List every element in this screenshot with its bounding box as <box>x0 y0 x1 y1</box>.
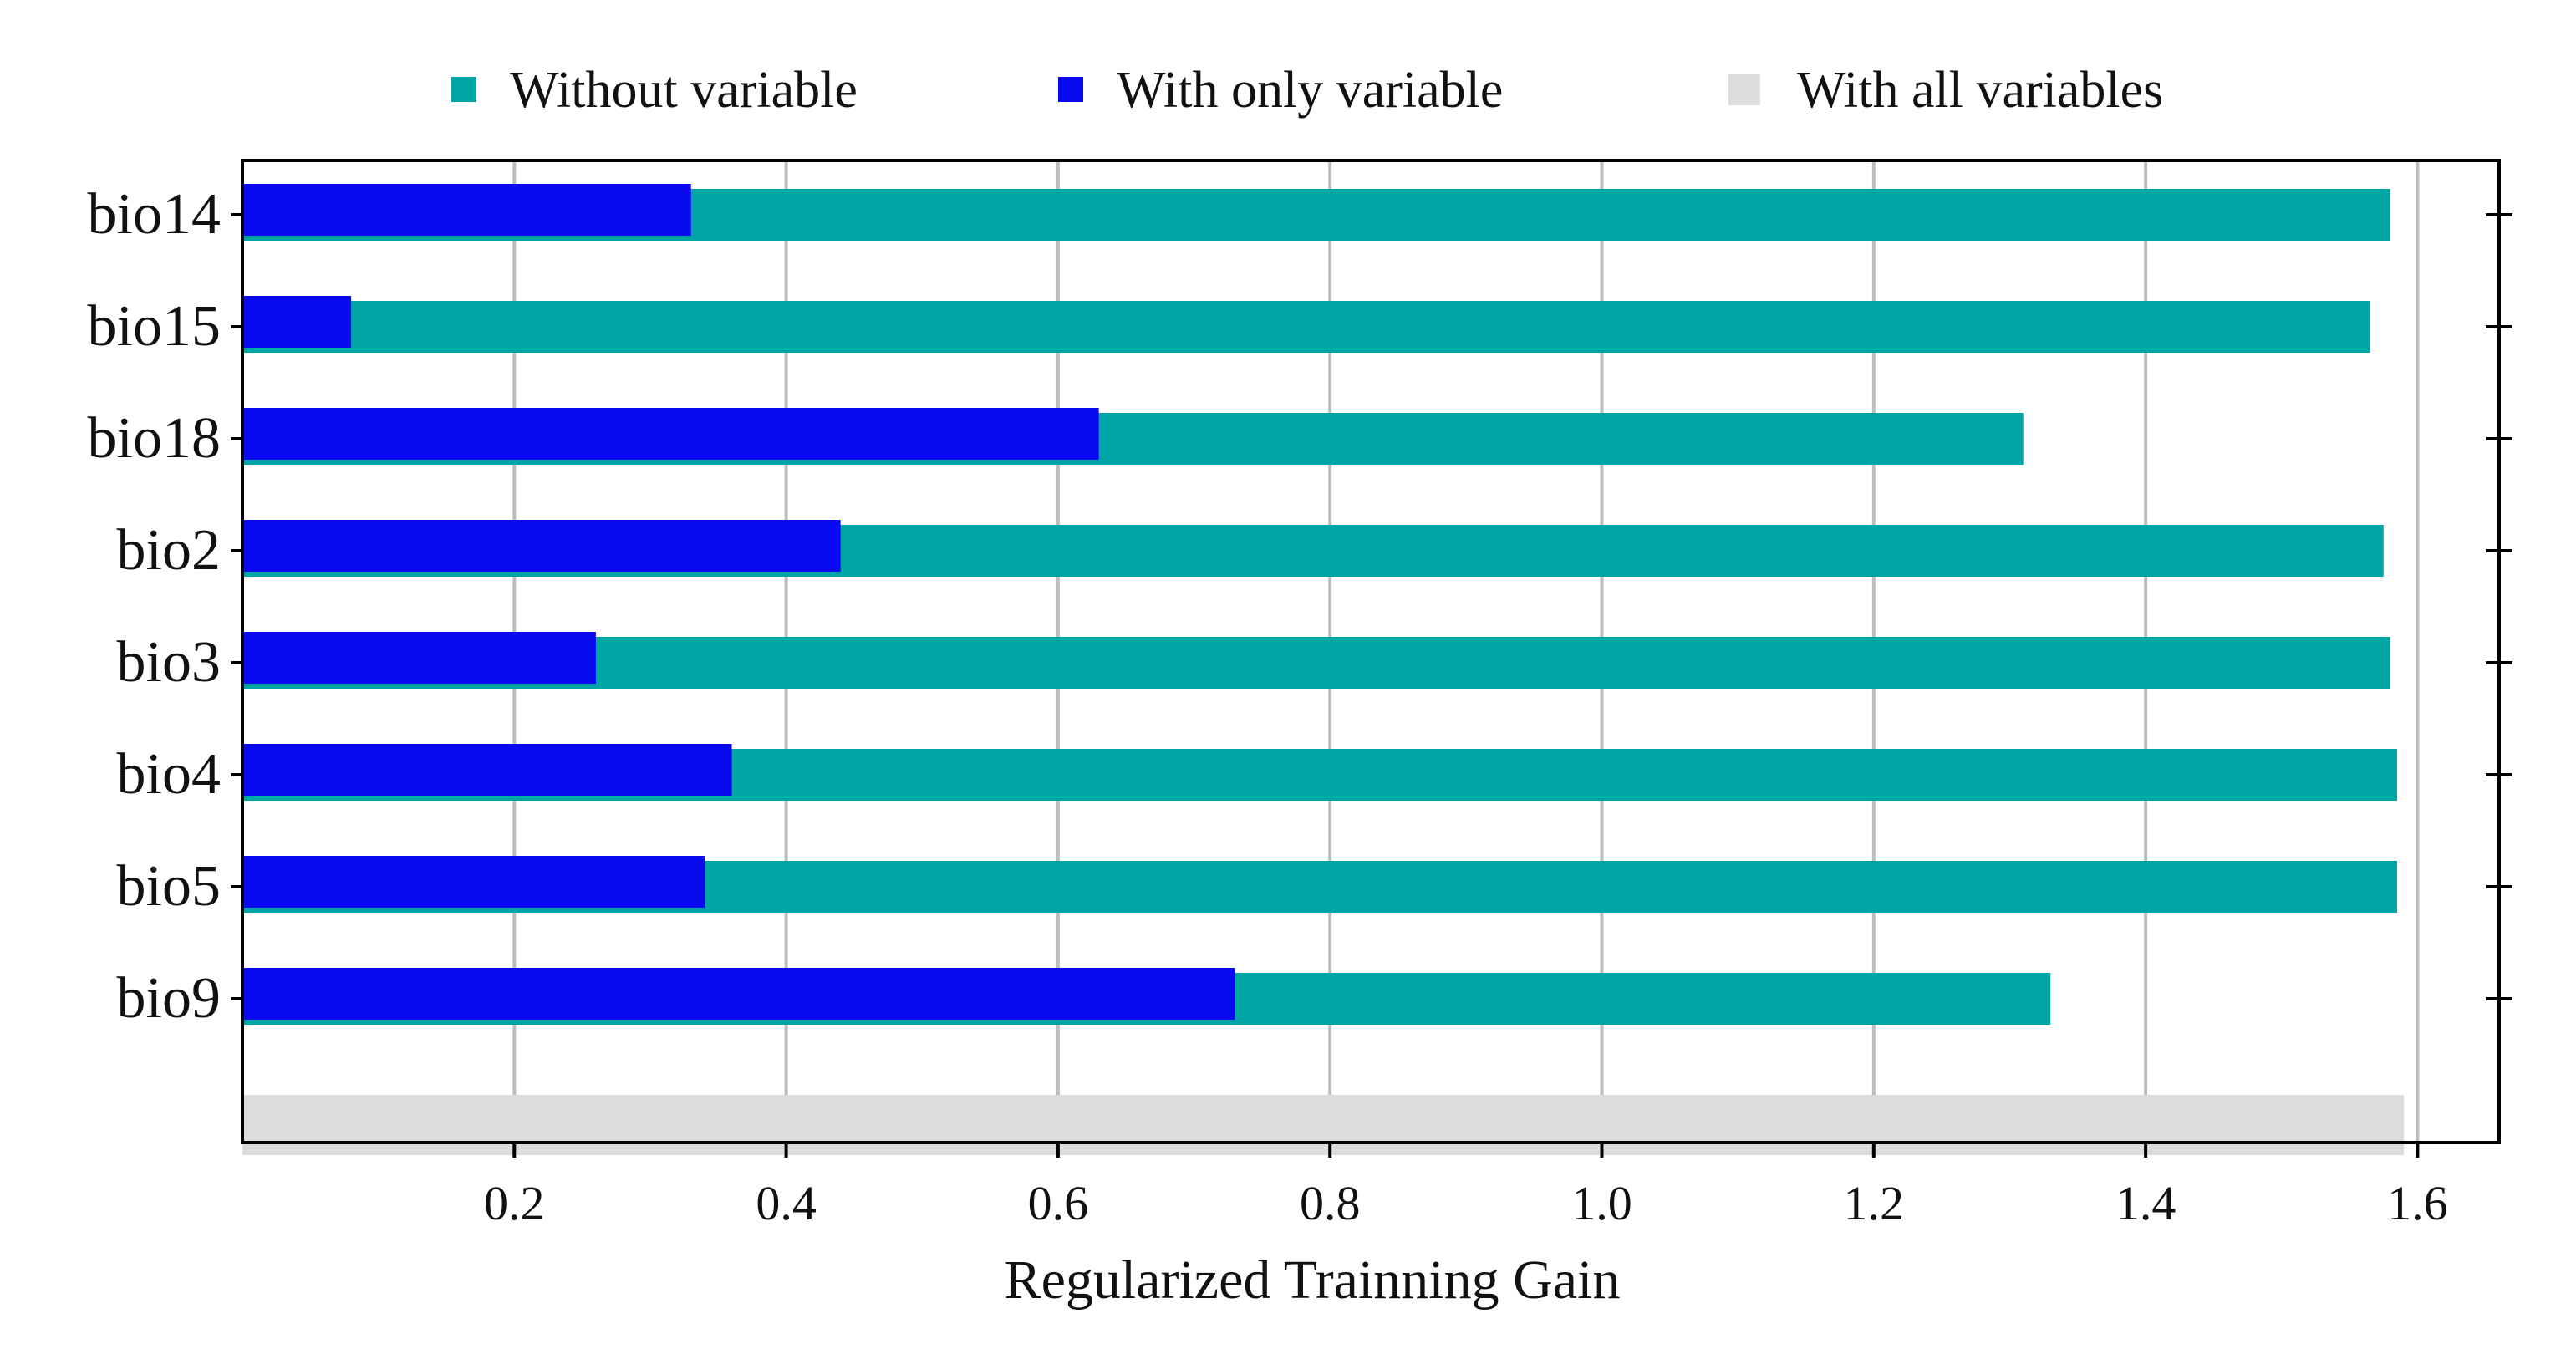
y-label-bio5: bio5 <box>117 854 221 919</box>
x-tick-label-1-2: 1.2 <box>1844 1176 1905 1230</box>
y-label-bio18: bio18 <box>88 406 221 471</box>
y-label-bio2: bio2 <box>117 518 221 583</box>
bar-with-only-variable-bio18 <box>242 408 1099 460</box>
y-label-bio15: bio15 <box>88 294 221 359</box>
y-label-bio3: bio3 <box>117 630 221 695</box>
bar-with-only-variable-bio9 <box>242 968 1235 1020</box>
x-axis-title: Regularized Trainning Gain <box>1005 1250 1621 1311</box>
x-tick-label-0-2: 0.2 <box>484 1176 545 1230</box>
bar-without-variable-bio3 <box>242 637 2390 689</box>
legend-swatch-without-variable <box>451 77 476 102</box>
bar-with-only-variable-bio14 <box>242 184 691 236</box>
legend-swatch-with-only-variable <box>1058 77 1083 102</box>
bar-with-only-variable-bio15 <box>242 296 352 348</box>
legend-label-with-only-variable: With only variable <box>1117 62 1503 119</box>
x-tick-label-0-6: 0.6 <box>1028 1176 1089 1230</box>
plot-frame <box>241 159 2501 1144</box>
y-label-bio9: bio9 <box>117 966 221 1031</box>
y-label-bio4: bio4 <box>117 742 221 807</box>
x-tick-label-0-8: 0.8 <box>1300 1176 1361 1230</box>
y-axis-category-labels: bio14 bio15 bio18 bio2 bio3 bio4 bio5 bio9 <box>88 182 221 1031</box>
legend-label-without-variable: Without variable <box>510 62 858 119</box>
bar-with-only-variable-bio4 <box>242 744 732 796</box>
x-axis-tick-labels: 0.2 0.4 0.6 0.8 1.0 1.2 1.4 1.6 <box>484 1176 2448 1230</box>
legend-label-with-all-variables: With all variables <box>1797 62 2163 119</box>
legend: Without variable With only variable With… <box>451 62 2163 119</box>
x-tick-label-0-4: 0.4 <box>756 1176 817 1230</box>
bar-with-only-variable-bio3 <box>242 632 596 684</box>
bar-with-only-variable-bio2 <box>242 520 841 572</box>
bars <box>242 184 2405 1155</box>
bar-without-variable-bio15 <box>242 301 2370 353</box>
axis-ticks <box>231 213 2512 1158</box>
x-tick-label-1-0: 1.0 <box>1571 1176 1632 1230</box>
x-tick-label-1-6: 1.6 <box>2387 1176 2448 1230</box>
bar-with-only-variable-bio5 <box>242 856 705 908</box>
y-label-bio14: bio14 <box>88 182 221 247</box>
legend-swatch-with-all-variables <box>1728 74 1760 105</box>
x-tick-label-1-4: 1.4 <box>2115 1176 2176 1230</box>
bar-with-all-variables <box>242 1095 2405 1155</box>
